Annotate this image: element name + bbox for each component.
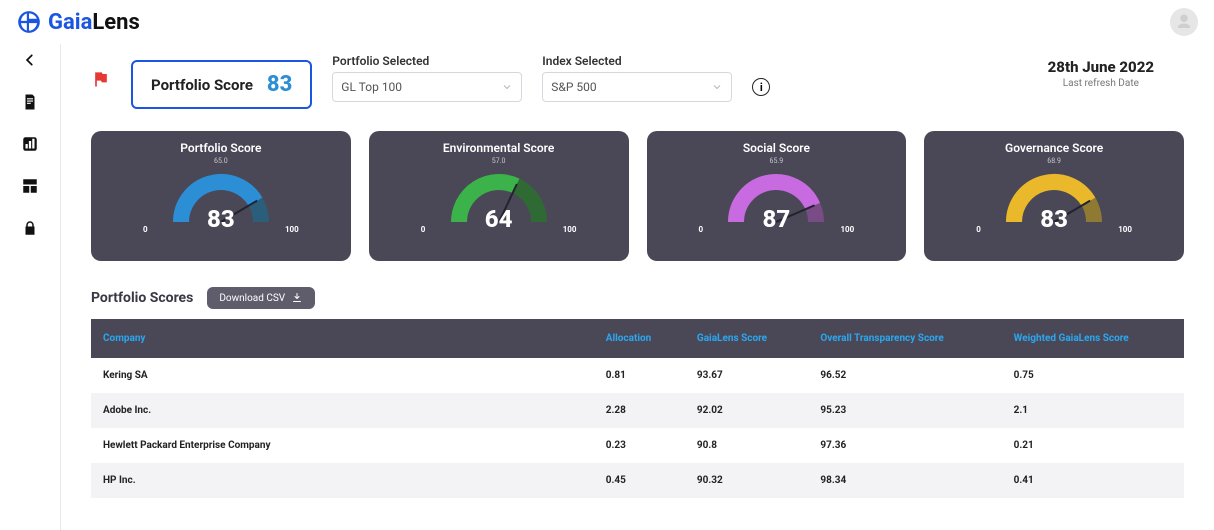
download-csv-label: Download CSV xyxy=(219,293,285,304)
gauge-value: 64 xyxy=(485,205,513,233)
table-row[interactable]: Hewlett Packard Enterprise Company0.2390… xyxy=(91,428,1184,463)
table-cell: 0.41 xyxy=(1002,463,1184,498)
table-cell: HP Inc. xyxy=(91,463,594,498)
chevron-down-icon xyxy=(501,81,513,93)
table-cell: 90.8 xyxy=(685,428,809,463)
index-select-value: S&P 500 xyxy=(551,80,596,94)
dashboard-icon xyxy=(21,177,39,195)
table-cell: 0.23 xyxy=(594,428,685,463)
avatar[interactable] xyxy=(1170,8,1198,36)
nav-document[interactable] xyxy=(20,92,40,112)
col-header[interactable]: Company xyxy=(91,319,594,358)
user-icon xyxy=(1175,13,1193,31)
portfolio-select[interactable]: GL Top 100 xyxy=(332,72,522,102)
portfolio-select-value: GL Top 100 xyxy=(341,80,402,94)
table-cell: 0.75 xyxy=(1002,358,1184,393)
gauge-sub: 65.9 xyxy=(657,157,897,165)
section-title: Portfolio Scores xyxy=(91,290,193,306)
table-row[interactable]: Kering SA0.8193.6796.520.75 xyxy=(91,358,1184,393)
nav-back[interactable] xyxy=(20,50,40,70)
nav-chart[interactable] xyxy=(20,134,40,154)
brand-part1: Gaia xyxy=(48,10,92,35)
refresh-date-label: Last refresh Date xyxy=(1048,78,1154,89)
portfolio-score-label: Portfolio Score xyxy=(151,76,253,94)
table-row[interactable]: HP Inc.0.4590.3298.340.41 xyxy=(91,463,1184,498)
table-cell: 93.67 xyxy=(685,358,809,393)
chevron-down-icon xyxy=(711,81,723,93)
nav-lock[interactable] xyxy=(20,218,40,238)
table-row[interactable]: Adobe Inc.2.2892.0295.232.1 xyxy=(91,393,1184,428)
gauge-sub: 57.0 xyxy=(379,157,619,165)
table-cell: 2.28 xyxy=(594,393,685,428)
info-button[interactable]: i xyxy=(752,78,770,96)
gauge-title: Social Score xyxy=(657,141,897,155)
gauge-chart: 64 xyxy=(379,167,619,229)
sidebar xyxy=(0,44,60,530)
scores-table: CompanyAllocationGaiaLens ScoreOverall T… xyxy=(91,319,1184,498)
bar-chart-icon xyxy=(21,135,39,153)
table-cell: 90.32 xyxy=(685,463,809,498)
gauge-title: Environmental Score xyxy=(379,141,619,155)
portfolio-score-value: 83 xyxy=(267,72,292,97)
table-cell: 95.23 xyxy=(808,393,1001,428)
table-cell: Hewlett Packard Enterprise Company xyxy=(91,428,594,463)
download-csv-button[interactable]: Download CSV xyxy=(207,287,315,309)
gauge-card-0: Portfolio Score65.0830100 xyxy=(91,131,351,261)
gauge-card-2: Social Score65.9870100 xyxy=(647,131,907,261)
flag-icon xyxy=(91,68,111,90)
col-header[interactable]: Weighted GaiaLens Score xyxy=(1002,319,1184,358)
refresh-date-value: 28th June 2022 xyxy=(1048,58,1154,76)
table-cell: 0.45 xyxy=(594,463,685,498)
table-cell: 0.21 xyxy=(1002,428,1184,463)
flag-button[interactable] xyxy=(91,54,111,96)
index-selected-label: Index Selected xyxy=(542,54,732,68)
gauge-title: Portfolio Score xyxy=(101,141,341,155)
refresh-date: 28th June 2022 Last refresh Date xyxy=(1048,58,1154,89)
gauge-value: 83 xyxy=(1040,205,1068,233)
table-cell: 97.36 xyxy=(808,428,1001,463)
brand-part2: Lens xyxy=(92,10,139,35)
download-icon xyxy=(291,292,303,304)
gauge-chart: 83 xyxy=(934,167,1174,229)
table-cell: Kering SA xyxy=(91,358,594,393)
nav-dashboard[interactable] xyxy=(20,176,40,196)
main-content: Portfolio Score 83 Portfolio Selected GL… xyxy=(61,44,1214,530)
gauge-value: 83 xyxy=(207,205,235,233)
portfolio-score-pill: Portfolio Score 83 xyxy=(131,60,312,109)
index-select[interactable]: S&P 500 xyxy=(542,72,732,102)
table-cell: 98.34 xyxy=(808,463,1001,498)
lock-icon xyxy=(21,219,39,237)
gauge-value: 87 xyxy=(763,205,791,233)
col-header[interactable]: Allocation xyxy=(594,319,685,358)
table-cell: Adobe Inc. xyxy=(91,393,594,428)
gauge-card-1: Environmental Score57.0640100 xyxy=(369,131,629,261)
brand-icon xyxy=(16,9,42,35)
table-cell: 96.52 xyxy=(808,358,1001,393)
brand-logo: GaiaLens xyxy=(16,9,140,35)
col-header[interactable]: Overall Transparency Score xyxy=(808,319,1001,358)
gauge-card-3: Governance Score68.9830100 xyxy=(924,131,1184,261)
gauge-sub: 65.0 xyxy=(101,157,341,165)
document-icon xyxy=(21,93,39,111)
gauge-chart: 87 xyxy=(657,167,897,229)
gauge-title: Governance Score xyxy=(934,141,1174,155)
col-header[interactable]: GaiaLens Score xyxy=(685,319,809,358)
table-cell: 2.1 xyxy=(1002,393,1184,428)
table-cell: 92.02 xyxy=(685,393,809,428)
gauge-sub: 68.9 xyxy=(934,157,1174,165)
table-cell: 0.81 xyxy=(594,358,685,393)
chevron-left-icon xyxy=(23,53,37,67)
gauge-chart: 83 xyxy=(101,167,341,229)
portfolio-selected-label: Portfolio Selected xyxy=(332,54,522,68)
